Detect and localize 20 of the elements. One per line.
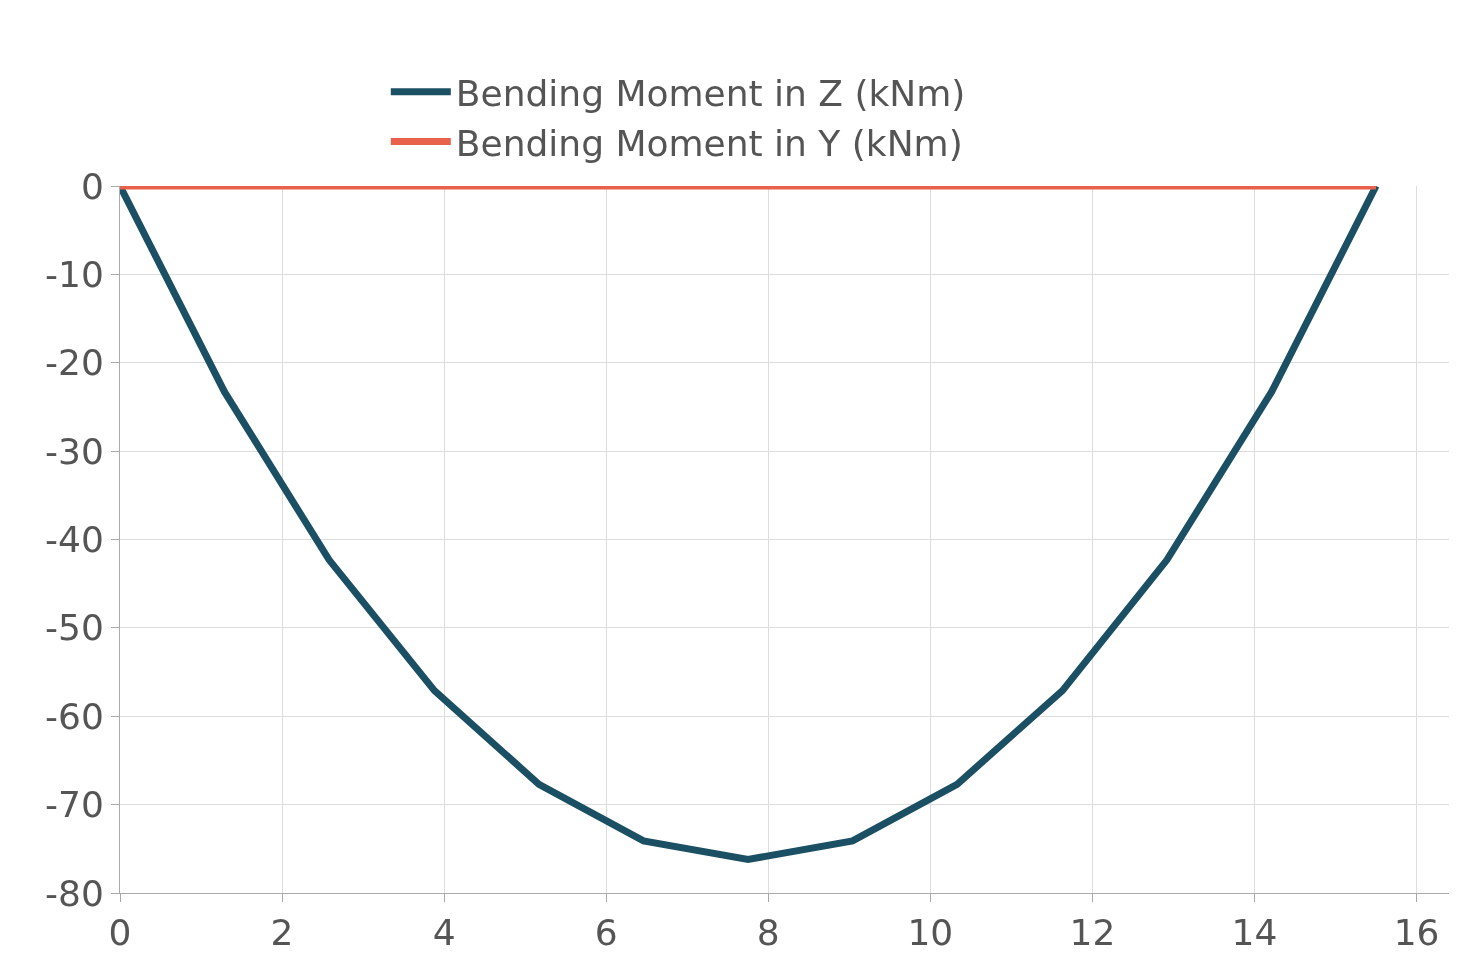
y-tick-label: -70 bbox=[44, 784, 104, 826]
x-tick-label: 6 bbox=[594, 912, 618, 954]
x-tick-label: 10 bbox=[907, 912, 954, 954]
x-tick-label: 16 bbox=[1393, 912, 1440, 954]
y-tick-label: -40 bbox=[44, 519, 104, 561]
y-tick-label: -50 bbox=[44, 607, 104, 649]
y-tick-label: -60 bbox=[44, 695, 104, 737]
x-tick-label: 14 bbox=[1231, 912, 1278, 954]
x-tick-label: 4 bbox=[432, 912, 456, 954]
y-tick-label: -30 bbox=[44, 430, 104, 472]
legend-label: Bending Moment in Z (kNm) bbox=[455, 72, 966, 114]
y-tick-label: 0 bbox=[80, 165, 104, 207]
x-tick-label: 12 bbox=[1069, 912, 1116, 954]
x-tick-label: 8 bbox=[756, 912, 780, 954]
x-tick-label: 0 bbox=[108, 912, 132, 954]
y-tick-label: -20 bbox=[44, 342, 104, 384]
x-tick-label: 2 bbox=[270, 912, 294, 954]
y-tick-label: -80 bbox=[44, 872, 104, 914]
legend-label: Bending Moment in Y (kNm) bbox=[455, 122, 963, 164]
y-tick-label: -10 bbox=[44, 253, 104, 295]
